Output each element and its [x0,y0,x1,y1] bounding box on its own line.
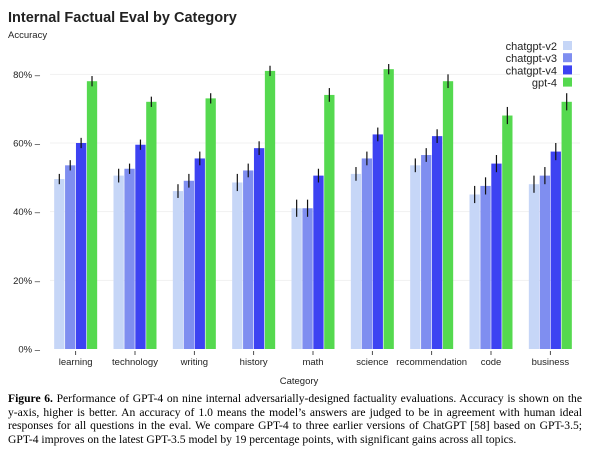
bar [75,143,87,349]
bar [54,179,65,349]
legend-label: gpt-4 [532,78,557,90]
bar [194,158,205,349]
legend-label: chatgpt-v3 [506,53,557,65]
bar [86,81,98,349]
y-tick-label: 0% – [18,345,40,356]
x-axis-ticks: learning technology writing history math scie… [59,351,570,368]
x-tick-label: technology [112,357,158,368]
legend-swatch [563,77,572,87]
bar [528,184,540,349]
x-tick-label: science [356,357,388,368]
y-axis-label: Accuracy [8,30,47,41]
x-tick-label: learning [59,357,93,368]
bar [205,98,216,349]
error-bars [58,64,568,217]
y-tick-label: 20% – [13,276,41,287]
bar [491,163,502,349]
bar [421,155,432,349]
bar [372,134,383,349]
caption-label: Figure 6. [8,392,53,405]
bar [243,170,254,349]
bar [291,208,302,349]
chart: Internal Factual Eval by Category Accura… [8,10,580,387]
bar [253,148,265,349]
bar [383,69,394,349]
legend-swatch [563,41,572,50]
figure-caption: Figure 6. Performance of GPT-4 on nine i… [8,392,582,446]
bar [480,185,491,349]
bar [539,175,551,349]
bar [561,101,572,349]
y-tick-label: 60% – [13,139,41,150]
x-axis-label: Category [280,376,319,387]
bar [264,70,276,350]
bar [124,168,135,349]
bar [431,136,443,349]
bar [550,151,561,349]
x-tick-label: math [302,357,323,368]
x-tick-label: history [240,357,268,368]
bar [442,81,454,349]
y-tick-label: 80% – [13,70,41,81]
legend-label: chatgpt-v2 [506,41,557,53]
y-tick-label: 40% – [13,207,41,218]
bar [469,194,480,349]
bar [350,173,362,349]
bar [135,144,146,349]
legend-swatch [563,53,572,63]
x-tick-label: code [481,357,502,368]
bar [65,165,76,349]
bar [313,175,324,349]
bar [172,191,184,349]
x-tick-label: recommendation [396,357,467,368]
bar [410,165,421,349]
caption-text: Performance of GPT-4 on nine internal ad… [8,392,582,446]
x-tick-label: writing [180,357,208,368]
bar [302,208,313,349]
bars [54,69,572,350]
x-tick-label: business [532,357,570,368]
legend-swatch [563,65,572,75]
bar [146,101,157,349]
bar [232,182,243,349]
bar [183,180,195,349]
legend-label: chatgpt-v4 [506,65,557,77]
bar [324,94,335,349]
y-axis-ticks: 0% – 20% – 40% – 60% – 80% – [13,70,41,356]
bar [502,115,513,350]
bar [361,158,373,349]
chart-title: Internal Factual Eval by Category [8,10,237,26]
bar [113,175,124,349]
